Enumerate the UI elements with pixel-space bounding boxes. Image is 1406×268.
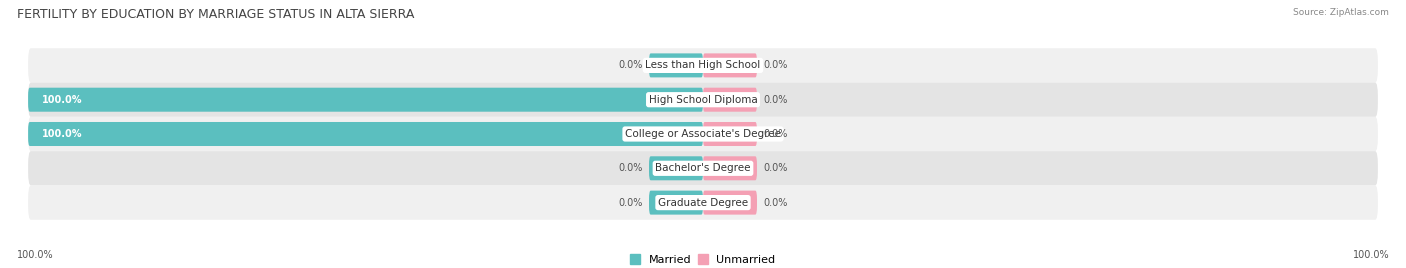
- FancyBboxPatch shape: [28, 88, 703, 112]
- Text: 100.0%: 100.0%: [17, 250, 53, 260]
- Text: 0.0%: 0.0%: [763, 129, 789, 139]
- Text: 0.0%: 0.0%: [763, 95, 789, 105]
- Text: Less than High School: Less than High School: [645, 60, 761, 70]
- FancyBboxPatch shape: [28, 151, 1378, 185]
- FancyBboxPatch shape: [28, 122, 703, 146]
- FancyBboxPatch shape: [703, 53, 756, 77]
- Text: Graduate Degree: Graduate Degree: [658, 198, 748, 208]
- FancyBboxPatch shape: [28, 83, 1378, 117]
- Text: 0.0%: 0.0%: [617, 60, 643, 70]
- FancyBboxPatch shape: [703, 191, 756, 215]
- Text: 100.0%: 100.0%: [42, 129, 82, 139]
- FancyBboxPatch shape: [28, 185, 1378, 220]
- FancyBboxPatch shape: [650, 156, 703, 180]
- Text: 0.0%: 0.0%: [763, 60, 789, 70]
- Text: 0.0%: 0.0%: [763, 198, 789, 208]
- Text: 100.0%: 100.0%: [1353, 250, 1389, 260]
- Text: FERTILITY BY EDUCATION BY MARRIAGE STATUS IN ALTA SIERRA: FERTILITY BY EDUCATION BY MARRIAGE STATU…: [17, 8, 415, 21]
- Text: Source: ZipAtlas.com: Source: ZipAtlas.com: [1294, 8, 1389, 17]
- Text: Bachelor's Degree: Bachelor's Degree: [655, 163, 751, 173]
- Text: 100.0%: 100.0%: [42, 95, 82, 105]
- Legend: Married, Unmarried: Married, Unmarried: [626, 250, 780, 268]
- FancyBboxPatch shape: [703, 122, 756, 146]
- FancyBboxPatch shape: [703, 88, 756, 112]
- Text: 0.0%: 0.0%: [763, 163, 789, 173]
- Text: College or Associate's Degree: College or Associate's Degree: [626, 129, 780, 139]
- FancyBboxPatch shape: [703, 156, 756, 180]
- Text: 0.0%: 0.0%: [617, 163, 643, 173]
- FancyBboxPatch shape: [650, 191, 703, 215]
- Text: High School Diploma: High School Diploma: [648, 95, 758, 105]
- Text: 0.0%: 0.0%: [617, 198, 643, 208]
- FancyBboxPatch shape: [28, 117, 1378, 151]
- FancyBboxPatch shape: [650, 53, 703, 77]
- FancyBboxPatch shape: [28, 48, 1378, 83]
